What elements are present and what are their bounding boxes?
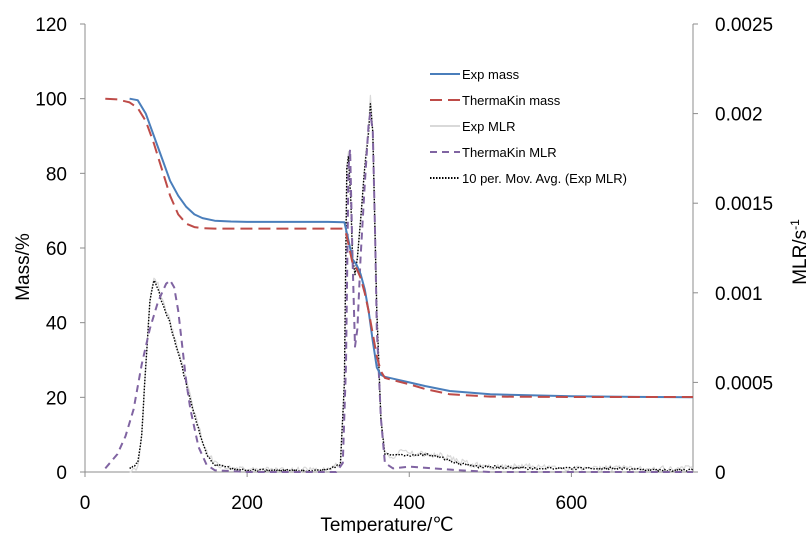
series-line-exp-mlr [129,94,694,473]
y2-tick-label: 0.002 [715,105,763,126]
y-tick-label: 120 [35,15,67,36]
y-axis-title: Mass/% [13,233,34,301]
legend: Exp mass ThermaKin mass Exp MLR ThermaKin M… [430,67,627,186]
y-tick-label: 40 [46,314,67,335]
series-line-thermakin-mass [105,97,693,398]
y2-axis-title-base: MLR/s [790,230,811,285]
x-axis-title: Temperature/℃ [320,515,453,533]
series-line-10-per-mov-avg-exp-mlr [129,103,694,473]
legend-label: ThermaKin mass [462,93,561,108]
y-tick-label: 60 [46,239,67,260]
x-tick-label: 0 [80,493,91,514]
series-line-exp-mass [129,97,694,399]
x-tick-label: 600 [556,493,588,514]
legend-label: Exp MLR [462,119,515,134]
x-tick-label: 400 [393,493,425,514]
y-tick-label: 80 [46,164,67,185]
y-tick-label: 20 [46,388,67,409]
x-tick-label: 200 [231,493,263,514]
series-line-thermakin-mlr [104,112,693,473]
legend-label: 10 per. Mov. Avg. (Exp MLR) [462,171,627,186]
y2-axis-title-exponent: -1 [788,219,802,230]
y2-tick-label: 0.0005 [715,373,773,394]
legend-label: ThermaKin MLR [462,145,557,160]
y-tick-label: 0 [56,463,67,484]
y-tick-label: 100 [35,90,67,111]
y2-tick-label: 0 [715,463,726,484]
plot-lines [104,94,694,473]
y2-tick-label: 0.0015 [715,194,773,215]
legend-label: Exp mass [462,67,520,82]
y2-tick-label: 0.001 [715,284,763,305]
axes: 0 20 40 60 80 100 120 0 0.0005 0.001 0.0015 0.002 0.… [35,15,773,514]
y2-tick-label: 0.0025 [715,15,773,36]
y2-axis-title: MLR/s-1 [788,219,811,285]
